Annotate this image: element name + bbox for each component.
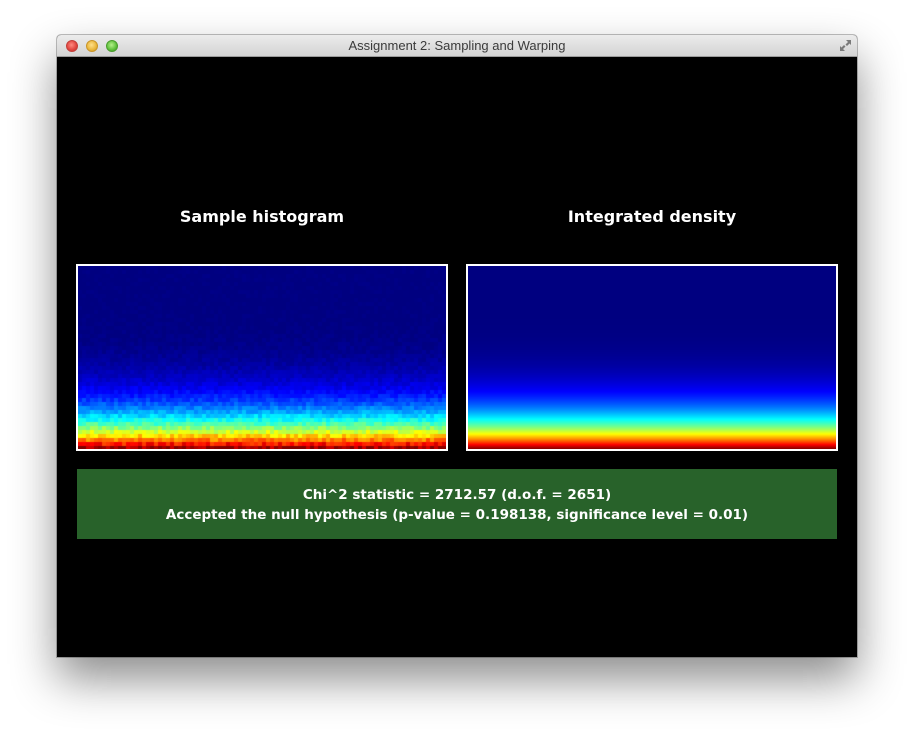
sample-histogram-title: Sample histogram (179, 207, 345, 226)
close-button-icon[interactable] (66, 40, 78, 52)
title-bar[interactable]: Assignment 2: Sampling and Warping (57, 35, 857, 57)
app-window: Assignment 2: Sampling and Warping Sampl… (57, 35, 857, 657)
minimize-button-icon[interactable] (86, 40, 98, 52)
sample-histogram-panel (76, 264, 448, 451)
zoom-button-icon[interactable] (106, 40, 118, 52)
chi2-statistic-text: Chi^2 statistic = 2712.57 (d.o.f. = 2651… (302, 487, 612, 503)
window-title: Assignment 2: Sampling and Warping (348, 38, 566, 53)
test-result-box: Chi^2 statistic = 2712.57 (d.o.f. = 2651… (77, 469, 837, 539)
integrated-density-title: Integrated density (567, 207, 737, 226)
hypothesis-result-text: Accepted the null hypothesis (p-value = … (165, 507, 749, 523)
integrated-density-panel (466, 264, 838, 451)
fullscreen-icon[interactable] (839, 39, 852, 52)
integrated-density-image (468, 266, 836, 449)
sample-histogram-image (78, 266, 446, 449)
